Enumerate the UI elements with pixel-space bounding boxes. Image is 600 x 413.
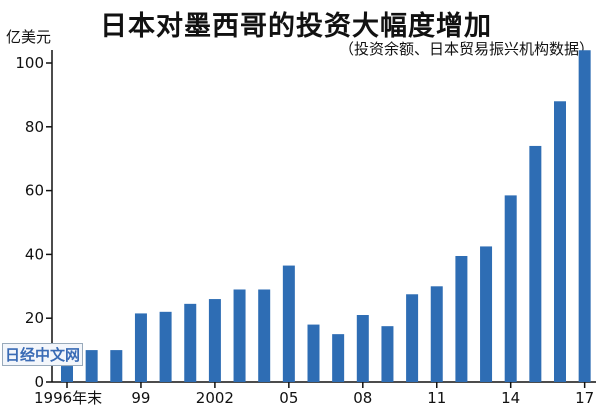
bar-2017 [578, 50, 591, 383]
bar-2016 [554, 101, 566, 382]
bar-1999 [134, 313, 147, 382]
bar-2005 [282, 265, 295, 382]
y-tick-label: 60 [25, 182, 44, 200]
y-tick-label: 80 [25, 118, 44, 136]
bar-2010 [406, 294, 419, 382]
y-tick-label: 20 [25, 309, 44, 327]
bar-2000 [159, 311, 172, 382]
bar-2014 [504, 195, 517, 382]
chart-title: 日本对墨西哥的投资大幅度增加 [100, 11, 492, 42]
bar-2007 [332, 334, 345, 382]
bar-2012 [455, 255, 468, 382]
y-tick-label: 0 [34, 373, 44, 391]
bar-2011 [430, 286, 443, 382]
chart-subtitle: （投资余额、日本贸易振兴机构数据） [338, 40, 594, 58]
bar-1997 [85, 350, 98, 382]
x-tick-label: 99 [131, 389, 150, 407]
bar-2015 [529, 145, 542, 382]
x-tick-label: 1996年末 [34, 389, 102, 407]
x-tick-label: 17 [575, 389, 594, 407]
bar-2009 [381, 326, 394, 382]
x-tick-label: 11 [427, 389, 446, 407]
bar-2006 [307, 324, 320, 382]
watermark-logo: 日经中文网 [2, 343, 84, 366]
bar-2001 [184, 303, 197, 382]
bar-2003 [233, 289, 246, 382]
bar-1996 [61, 366, 73, 382]
x-tick-label: 14 [501, 389, 520, 407]
bar-1998 [110, 350, 123, 382]
y-tick-label: 40 [25, 245, 44, 263]
bar-2013 [480, 246, 493, 382]
x-tick-label: 08 [353, 389, 372, 407]
bar-2002 [208, 299, 221, 382]
x-tick-label: 05 [279, 389, 298, 407]
bar-2004 [258, 289, 271, 382]
bar-2008 [356, 315, 369, 382]
y-axis-unit-label: 亿美元 [6, 28, 52, 46]
y-tick-label: 100 [15, 54, 44, 72]
x-tick-label: 2002 [196, 389, 234, 407]
